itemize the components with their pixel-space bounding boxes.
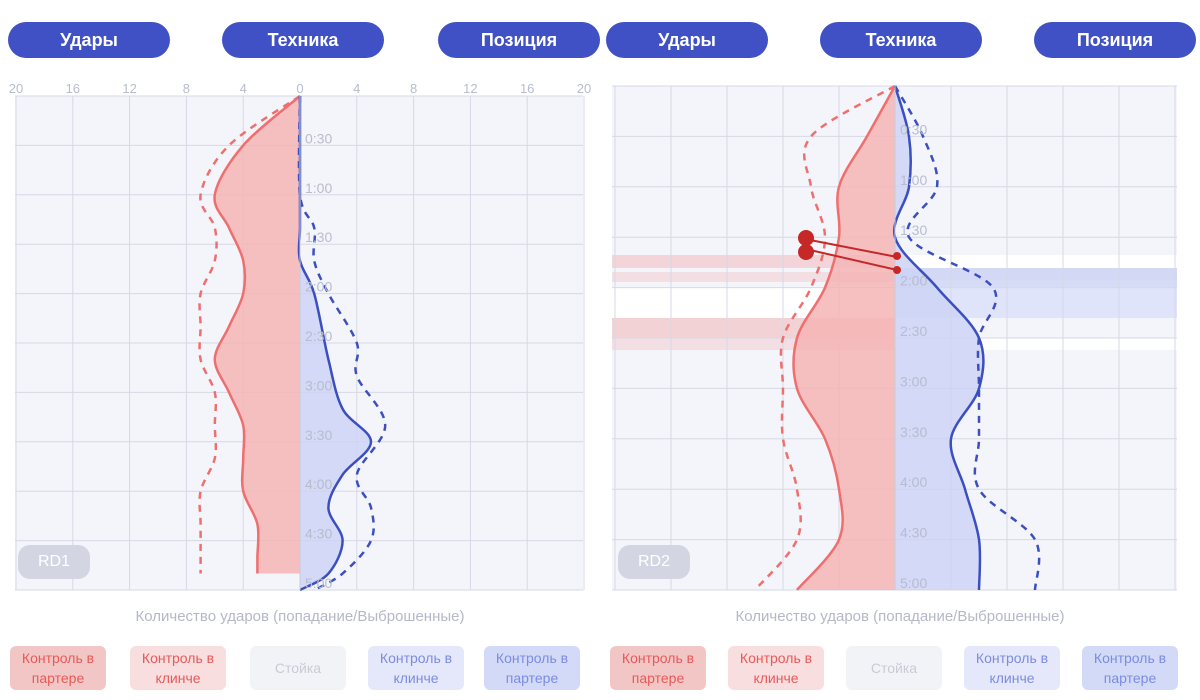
left-solid-series-line: [213, 95, 301, 574]
chart-rd1: 20 16 12 8 4 0 4 8 12 16 20 0:30 1:00 1:30 2:00 2:30 3:0…: [9, 81, 591, 592]
left-solid-series-line: [792, 85, 897, 591]
tab-position[interactable]: Позиция: [1034, 22, 1196, 58]
legend-label: Контроль в партере: [21, 650, 95, 686]
legend: Контроль в партере Контроль в клинче Сто…: [600, 646, 1200, 692]
round-badge: RD2: [618, 545, 690, 579]
legend-label: Контроль в клинче: [975, 650, 1049, 686]
legend-label: Контроль в партере: [495, 650, 569, 686]
tab-technique[interactable]: Техника: [820, 22, 982, 58]
annotation-marker[interactable]: [798, 230, 814, 246]
legend-ground-control-blue[interactable]: Контроль в партере: [484, 646, 580, 690]
x-tick-label: 4: [240, 81, 247, 96]
annotation-line: [809, 249, 898, 271]
annotation-line: [809, 239, 898, 258]
legend-label: Контроль в партере: [1093, 650, 1167, 686]
right-series-area: [298, 96, 371, 590]
x-tick-label: 20: [9, 81, 23, 96]
x-tick-label: 8: [183, 81, 190, 96]
legend-label: Стойка: [870, 660, 918, 676]
x-tick-label: 4: [353, 81, 360, 96]
highlight-band: [895, 255, 1177, 268]
time-tick-label: 3:00: [900, 373, 927, 389]
x-tick-label: 16: [520, 81, 534, 96]
right-dashed-series-line: [893, 85, 1041, 591]
left-series-area: [793, 86, 895, 590]
time-tick-label: 3:30: [305, 427, 332, 443]
tab-position[interactable]: Позиция: [438, 22, 600, 58]
annotation-endpoint: [893, 266, 901, 274]
legend-ground-control-red[interactable]: Контроль в партере: [10, 646, 106, 690]
time-tick-label: 2:30: [305, 328, 332, 344]
panel-rd2: Удары Техника Позиция 0:30 1:00 1:30 2:00 2:…: [600, 0, 1200, 700]
round-badge: RD1: [18, 545, 90, 579]
time-tick-label: 3:30: [900, 424, 927, 440]
left-series-area: [214, 96, 300, 574]
legend-label: Стойка: [274, 660, 322, 676]
time-tick-label: 2:30: [900, 323, 927, 339]
highlight-band: [612, 255, 895, 268]
highlight-band: [895, 268, 1177, 280]
x-axis-caption: Количество ударов (попадание/Выброшенные…: [135, 608, 465, 625]
panel-rd1: Удары Техника Позиция 20 16 12 8 4 0 4 8 12 16 20 0…: [0, 22, 600, 692]
right-series-area: [894, 86, 984, 590]
annotation-endpoint: [893, 252, 901, 260]
legend-clinch-control-red[interactable]: Контроль в клинче: [728, 646, 824, 690]
legend: Контроль в партере Контроль в клинче Сто…: [0, 646, 600, 692]
left-dashed-series-line: [754, 84, 896, 591]
right-dashed-series-line: [297, 95, 387, 592]
time-tick-label: 1:30: [900, 222, 927, 238]
annotation-marker[interactable]: [798, 244, 814, 260]
time-tick-label: 4:30: [305, 526, 332, 542]
x-tick-label: 8: [410, 81, 417, 96]
tab-technique[interactable]: Техника: [222, 22, 384, 58]
right-solid-series-line: [892, 85, 985, 591]
time-tick-label: 2:00: [900, 273, 927, 289]
left-dashed-series-line: [198, 94, 301, 574]
x-axis-caption: Количество ударов (попадание/Выброшенные…: [735, 608, 1065, 625]
time-tick-label: 2:00: [305, 279, 332, 295]
x-tick-label: 0: [296, 81, 303, 96]
time-tick-label: 4:00: [305, 476, 332, 492]
time-tick-label: 1:00: [305, 180, 332, 196]
tab-strikes[interactable]: Удары: [606, 22, 768, 58]
time-tick-label: 1:30: [305, 229, 332, 245]
time-tick-label: 5:00: [900, 575, 927, 591]
legend-standing[interactable]: Стойка: [846, 646, 942, 690]
x-tick-label: 16: [66, 81, 80, 96]
x-tick-label: 12: [463, 81, 477, 96]
chart-rd2: 0:30 1:00 1:30 2:00 2:30 3:00 3:30 4:00 4:30 5:00: [612, 84, 1177, 591]
time-tick-label: 1:00: [900, 172, 927, 188]
x-tick-label: 20: [577, 81, 591, 96]
time-tick-label: 5:00: [305, 575, 332, 591]
time-tick-label: 4:00: [900, 474, 927, 490]
legend-label: Контроль в партере: [621, 650, 695, 686]
time-tick-label: 3:00: [305, 377, 332, 393]
legend-label: Контроль в клинче: [379, 650, 453, 686]
time-tick-label: 4:30: [900, 525, 927, 541]
legend-label: Контроль в клинче: [141, 650, 215, 686]
legend-ground-control-blue[interactable]: Контроль в партере: [1082, 646, 1178, 690]
tab-strikes[interactable]: Удары: [8, 22, 170, 58]
highlight-band: [612, 272, 895, 282]
legend-ground-control-red[interactable]: Контроль в партере: [610, 646, 706, 690]
legend-clinch-control-blue[interactable]: Контроль в клинче: [368, 646, 464, 690]
legend-clinch-control-blue[interactable]: Контроль в клинче: [964, 646, 1060, 690]
time-tick-label: 0:30: [900, 121, 927, 137]
legend-standing[interactable]: Стойка: [250, 646, 346, 690]
legend-label: Контроль в клинче: [739, 650, 813, 686]
x-tick-label: 12: [122, 81, 136, 96]
time-tick-label: 0:30: [305, 130, 332, 146]
legend-clinch-control-red[interactable]: Контроль в клинче: [130, 646, 226, 690]
